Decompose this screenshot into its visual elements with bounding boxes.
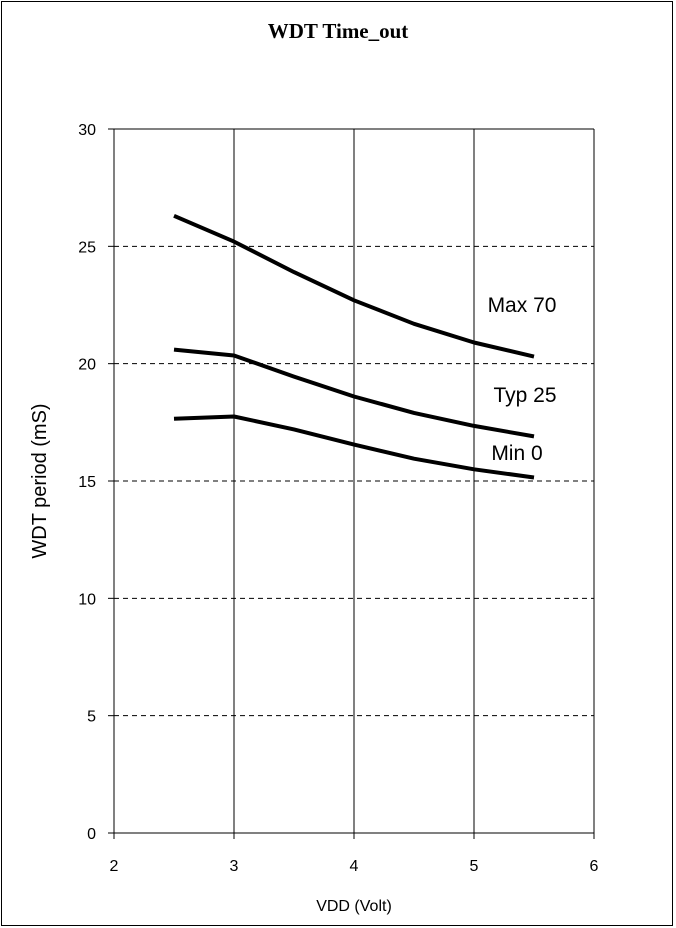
y-tick-label-30: 30: [78, 122, 96, 139]
x-tick-label-2: 2: [110, 858, 119, 875]
series-line-2: [173, 347, 535, 439]
y-tick-label-25: 25: [78, 239, 96, 256]
y-tick-label-5: 5: [87, 709, 96, 726]
tick-labels: 0 5 10 15 20 25 30 2 3 4 5 6: [78, 122, 598, 875]
grid-lines: [114, 129, 594, 833]
data-series: Max 70 Typ 25 Min 0: [173, 213, 557, 480]
y-axis-label: WDT period (mS): [29, 403, 51, 558]
y-tick-label-15: 15: [78, 474, 96, 491]
series-line-1: [173, 213, 535, 359]
series-label-2: Typ 25: [493, 384, 556, 407]
y-tick-label-10: 10: [78, 591, 96, 608]
x-tick-label-6: 6: [590, 858, 599, 875]
x-axis-label: VDD (Volt): [316, 898, 392, 915]
series-label-3: Min 0: [491, 442, 542, 465]
x-tick-label-3: 3: [230, 858, 239, 875]
plot-area: [108, 128, 595, 839]
chart-title: WDT Time_out: [268, 19, 409, 43]
x-tick-label-4: 4: [350, 858, 359, 875]
x-tick-label-5: 5: [470, 858, 479, 875]
series-label-1: Max 70: [488, 294, 557, 317]
y-tick-label-0: 0: [87, 826, 96, 843]
y-tick-label-20: 20: [78, 357, 96, 374]
series-line-3: [173, 414, 535, 480]
